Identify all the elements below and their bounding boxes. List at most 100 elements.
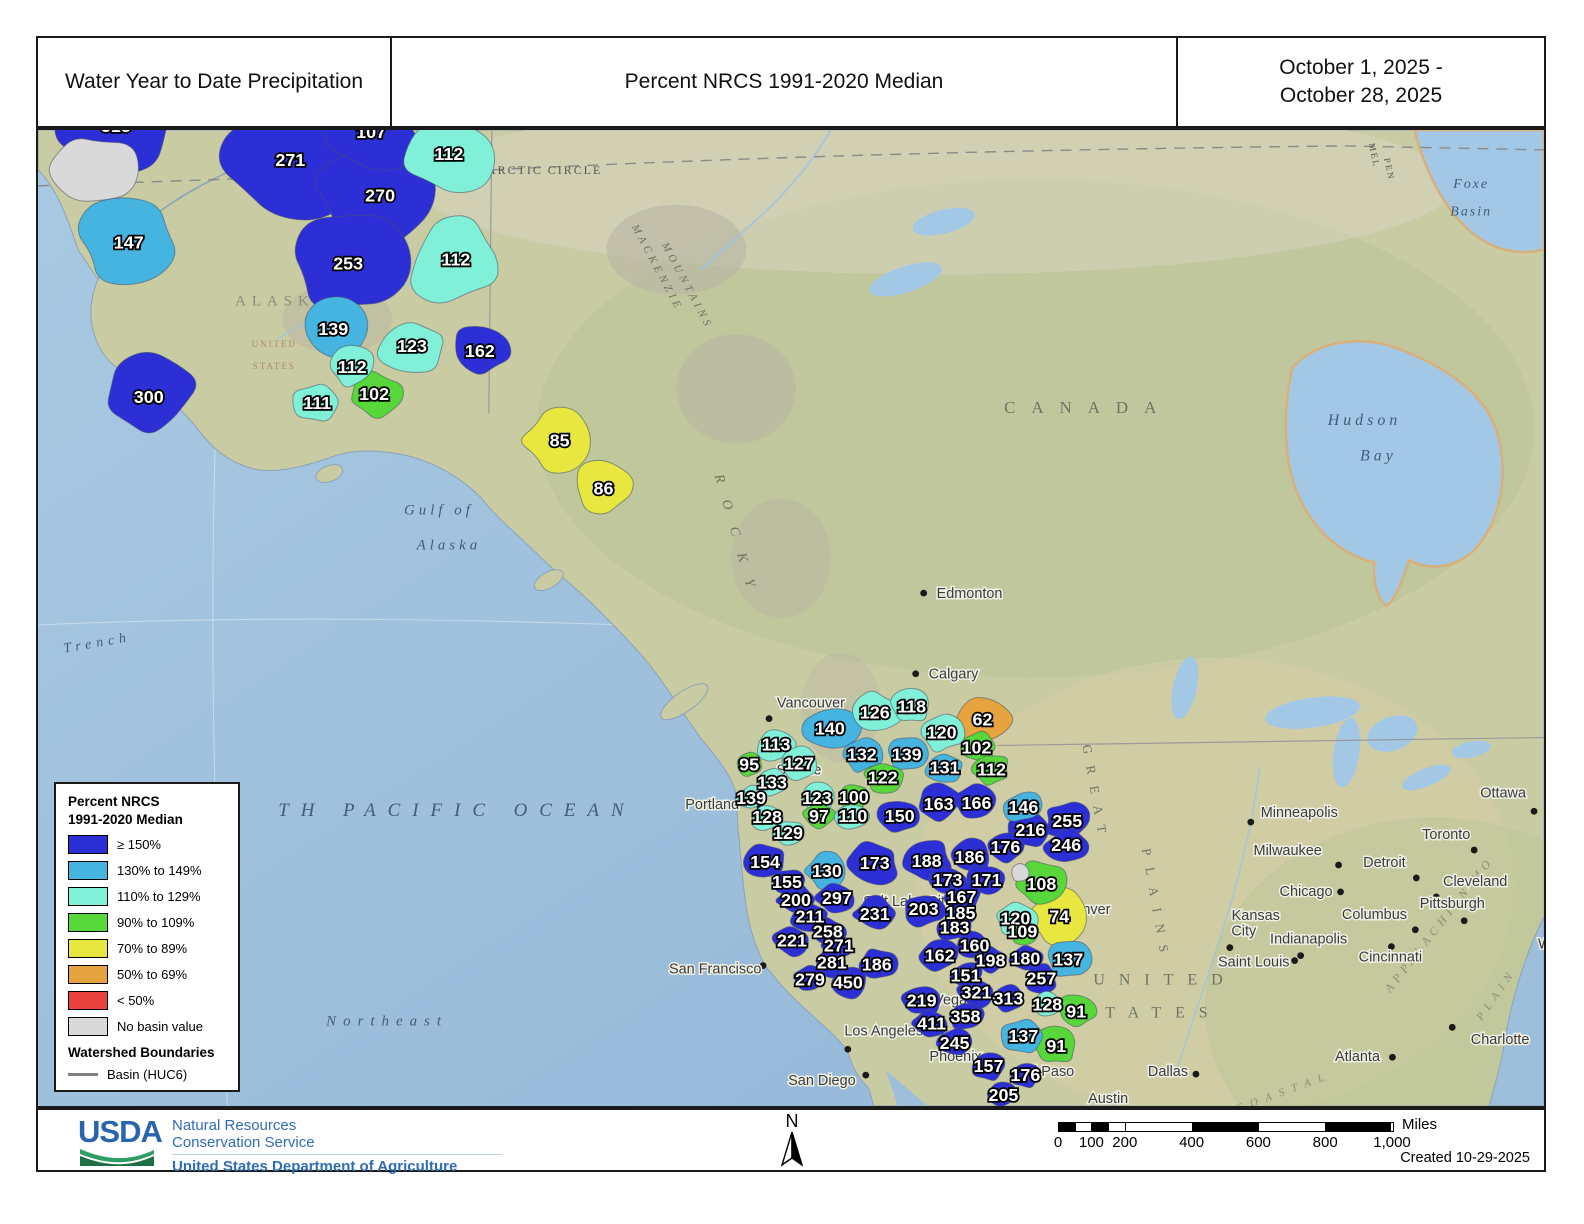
basin-value-label: 203 xyxy=(909,899,939,919)
city-label: Toronto xyxy=(1422,827,1470,843)
legend-swatch xyxy=(68,887,108,907)
boreal-tint xyxy=(536,179,1535,678)
haida-gwaii-island xyxy=(533,569,564,592)
city-label: Kansas xyxy=(1232,908,1280,924)
city-label: Indianapolis xyxy=(1270,932,1347,948)
legend-item-label: 70% to 89% xyxy=(117,941,188,957)
city-label: Portland xyxy=(685,797,739,813)
legend-item-label: No basin value xyxy=(117,1019,203,1035)
city-label: Pittsburgh xyxy=(1420,896,1485,912)
legend-items: ≥ 150% 130% to 149% 110% to 129% 90% to 109… xyxy=(68,835,228,1037)
basin-value-label: 318 xyxy=(101,130,131,136)
geo-label: Gulf of xyxy=(404,502,474,518)
basin-value-label: 122 xyxy=(868,767,898,787)
basin-value-label: 270 xyxy=(365,186,395,206)
scale-tick-label: 600 xyxy=(1245,1134,1271,1151)
basin-regions xyxy=(48,130,1098,1106)
basin-value-label: 162 xyxy=(465,341,495,361)
department-line: United States Department of Agriculture xyxy=(172,1157,458,1175)
city-dot xyxy=(862,1071,870,1079)
basin-value-label: 139 xyxy=(736,788,766,808)
scale-bar xyxy=(1058,1122,1394,1132)
lake-superior xyxy=(1265,696,1361,729)
legend-swatch xyxy=(68,965,108,985)
hudson-bay xyxy=(1284,340,1505,608)
city-dot xyxy=(1460,917,1468,925)
basin-value-label: 131 xyxy=(930,757,960,777)
basin-value-label: 139 xyxy=(318,319,348,339)
city-dot xyxy=(844,1045,852,1053)
header-date-range: October 1, 2025 - October 28, 2025 xyxy=(1176,36,1546,128)
basin-region xyxy=(771,821,805,846)
basin-region xyxy=(734,784,764,809)
basin-value-label: 173 xyxy=(933,870,963,890)
legend-item-label: 90% to 109% xyxy=(117,915,195,931)
legend-swatch xyxy=(68,939,108,959)
map-subtitle: Percent NRCS 1991-2020 Median xyxy=(624,70,944,93)
basin-region xyxy=(292,383,339,422)
north-label: N xyxy=(785,1111,799,1131)
basin-value-label: 246 xyxy=(1051,835,1081,855)
legend-item: ≥ 150% xyxy=(68,835,228,855)
legend-swatch xyxy=(68,861,108,881)
legend-item-label: 50% to 69% xyxy=(117,967,188,983)
city-label: Calgary xyxy=(929,667,980,683)
city: Wa xyxy=(1537,935,1544,954)
basin-value-label: 111 xyxy=(303,393,331,413)
basin-region xyxy=(107,351,197,434)
header-title-left: Water Year to Date Precipitation xyxy=(36,36,392,128)
city-dot xyxy=(1432,893,1440,901)
basin-region xyxy=(918,782,962,822)
city-dot xyxy=(1389,1053,1396,1061)
basin-value-label: 167 xyxy=(947,887,977,907)
basin-value-label: 160 xyxy=(960,936,990,956)
city: San Diego xyxy=(787,1071,870,1091)
basin-value-label: 102 xyxy=(359,384,389,404)
city: Edmonton xyxy=(920,585,1004,604)
basin-value-label: 221 xyxy=(777,931,807,951)
basin-region xyxy=(1000,1018,1043,1054)
geo-label: UNITED xyxy=(252,339,297,349)
basin-region xyxy=(1059,994,1098,1028)
usda-logo: USDA xyxy=(78,1116,163,1172)
mississippi-river xyxy=(1174,767,1261,1077)
city-label: Dallas xyxy=(1148,1064,1188,1080)
basin-value-label: 130 xyxy=(812,861,842,881)
basin-value-label: 183 xyxy=(940,918,970,938)
kodiak-island xyxy=(315,464,344,483)
map-title: Water Year to Date Precipitation xyxy=(64,70,364,93)
legend-item-label: 130% to 149% xyxy=(117,863,202,879)
city-label: Edmonton xyxy=(937,586,1003,602)
basin-region xyxy=(376,322,444,373)
basin-value-label: 257 xyxy=(1026,969,1056,989)
scale-tick-label: 0 xyxy=(1053,1134,1063,1151)
legend-title: Percent NRCS 1991-2020 Median xyxy=(68,794,183,827)
basin-region xyxy=(950,837,990,873)
city-dot xyxy=(765,715,773,722)
created-date: Created 10-29-2025 xyxy=(1400,1150,1530,1166)
geo-label: CANADA xyxy=(1004,398,1172,417)
legend-item: < 50% xyxy=(68,991,228,1011)
lake-erie xyxy=(1402,764,1451,791)
basin-region xyxy=(949,1003,985,1030)
legend-item: 90% to 109% xyxy=(68,913,228,933)
basin-region xyxy=(792,964,825,991)
agency-divider xyxy=(172,1153,502,1155)
basin-value-label: 186 xyxy=(955,847,985,867)
city-label: Charlotte xyxy=(1471,1032,1530,1048)
basin-value-label: 271 xyxy=(275,150,305,170)
basin-value-label: 91 xyxy=(1046,1036,1066,1056)
vancouver-island xyxy=(660,683,709,721)
mountain-shading xyxy=(731,498,831,618)
basin-region xyxy=(1002,791,1043,822)
header-title-center: Percent NRCS 1991-2020 Median xyxy=(390,36,1178,128)
basin-value-label: 185 xyxy=(946,903,976,923)
basin-value-label: 140 xyxy=(815,719,845,739)
city-dot xyxy=(1335,861,1342,869)
basin-value-label: 188 xyxy=(912,851,942,871)
city-label: Milwaukee xyxy=(1254,843,1322,859)
scale-tick-label: 100 xyxy=(1078,1134,1104,1151)
city: Detroit xyxy=(1362,853,1420,882)
geo-label: STATES xyxy=(1082,1004,1221,1021)
city-dot xyxy=(1192,1070,1200,1078)
